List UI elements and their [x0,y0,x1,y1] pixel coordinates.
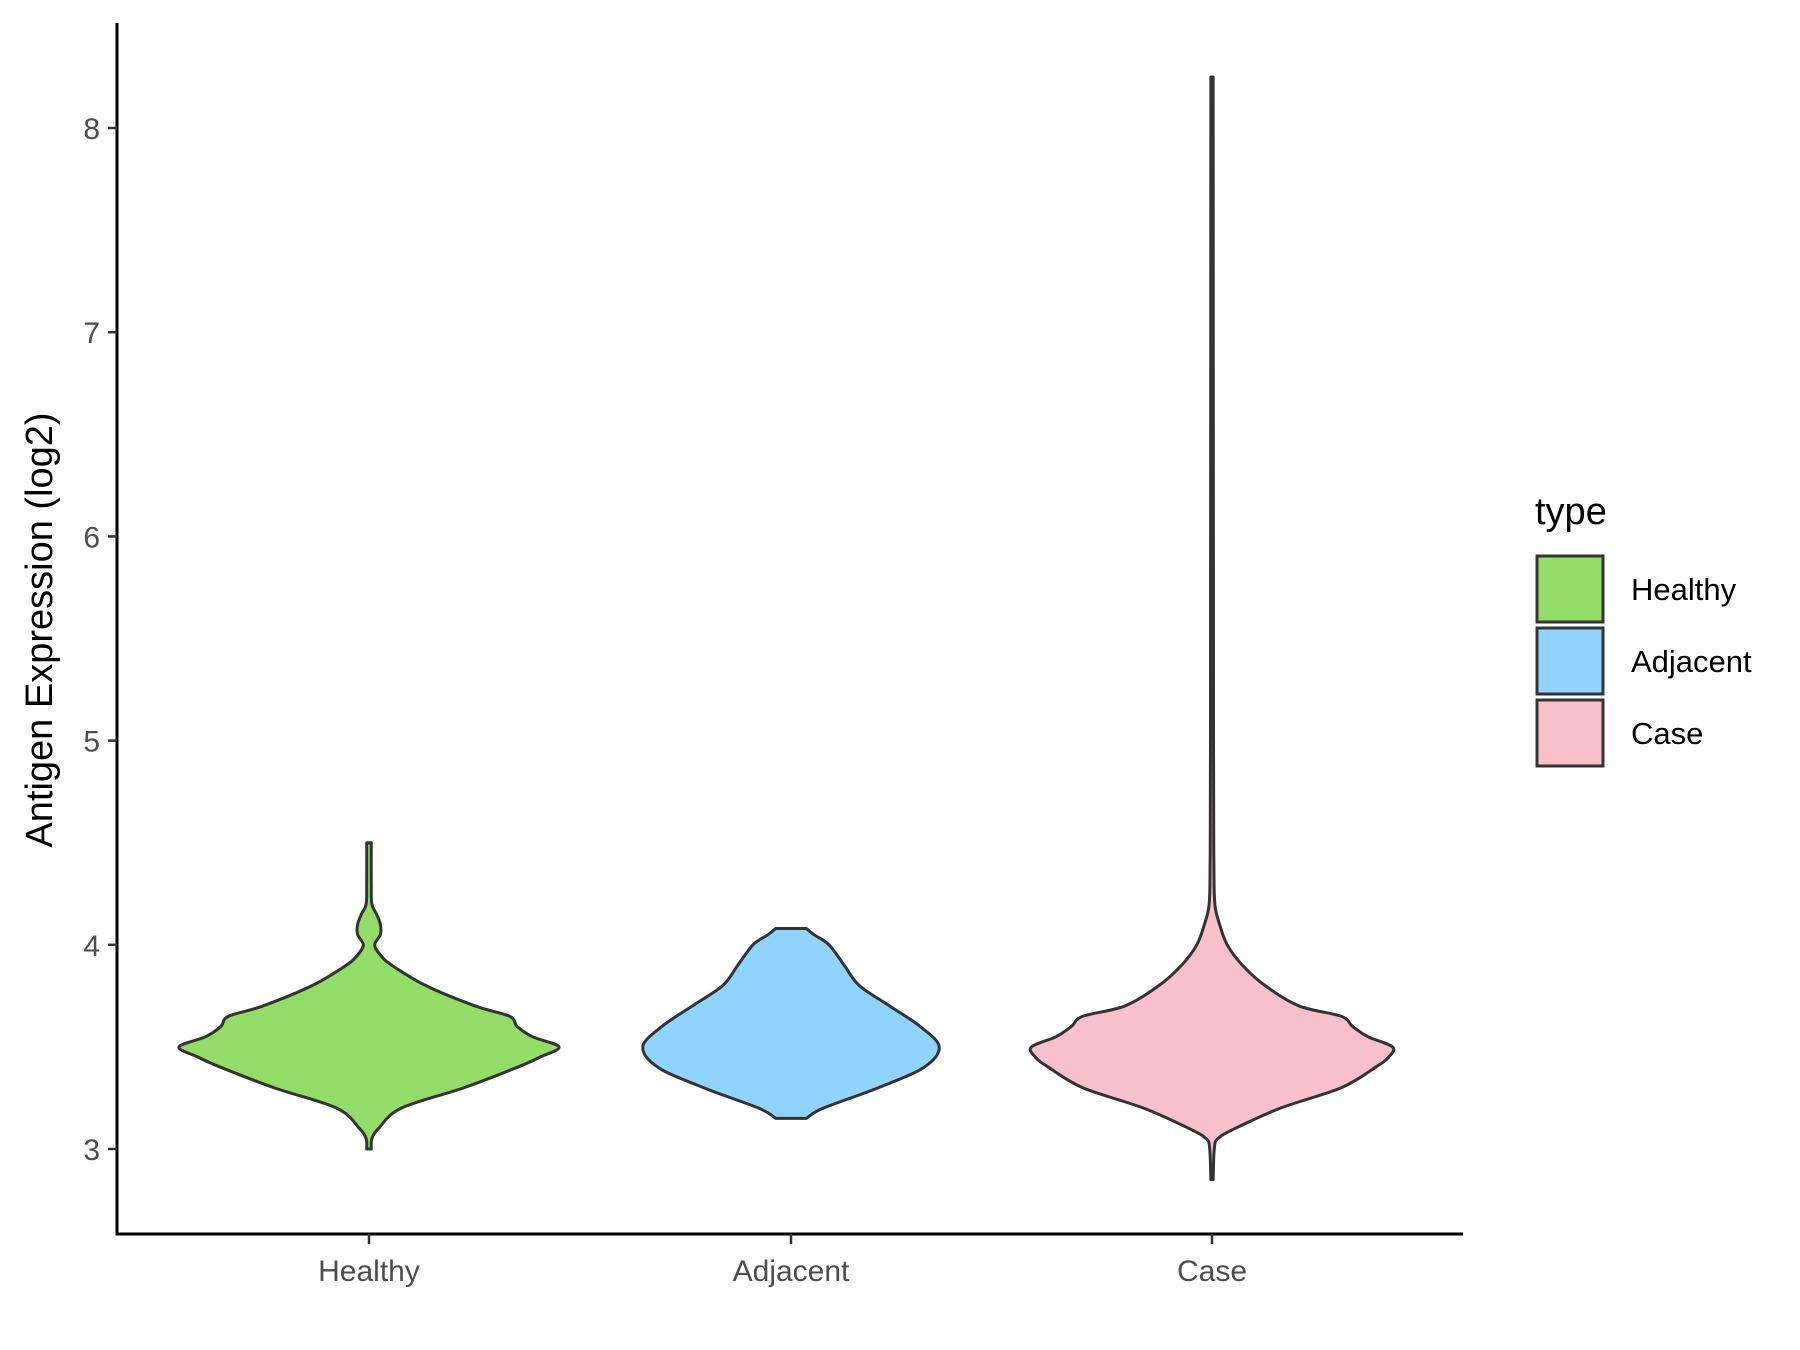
x-tick-label: Case [1177,1255,1247,1288]
x-ticks: Healthy Adjacent Case [318,1234,1247,1288]
legend: type Healthy Adjacent Case [1535,491,1752,768]
x-tick-label: Healthy [318,1255,420,1288]
y-axis-label: Antigen Expression (log2) [19,412,61,847]
legend-title: type [1535,491,1607,533]
legend-key-healthy [1535,554,1605,624]
y-tick-label: 7 [83,317,100,350]
violin-case [1028,75,1396,1182]
legend-key-case [1535,698,1605,768]
y-tick-label: 8 [83,113,100,146]
x-tick-label: Adjacent [733,1255,850,1288]
y-tick-label: 4 [83,930,100,963]
y-tick-label: 6 [83,521,100,554]
legend-label: Adjacent [1631,644,1752,679]
legend-label: Case [1631,716,1703,751]
violins [177,75,1396,1182]
legend-key-adjacent [1535,626,1605,696]
violin-healthy [177,841,561,1151]
y-ticks: 3 4 5 6 7 8 [83,113,117,1167]
legend-label: Healthy [1631,572,1737,607]
y-tick-label: 5 [83,726,100,759]
violin-adjacent [641,926,941,1120]
y-tick-label: 3 [83,1134,100,1167]
